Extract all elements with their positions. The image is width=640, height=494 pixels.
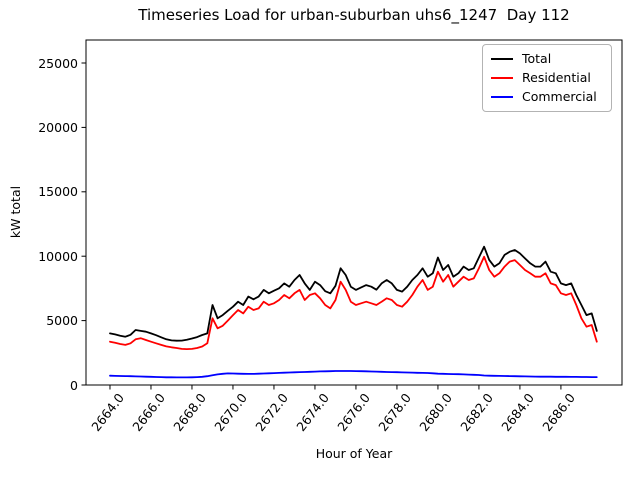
y-tick-label: 5000: [46, 313, 78, 329]
x-axis-label: Hour of Year: [315, 446, 393, 461]
series-line-residential: [109, 255, 598, 351]
legend-label-residential: Residential: [522, 70, 591, 85]
chart-title: Timeseries Load for urban-suburban uhs6_…: [138, 6, 570, 24]
legend-entry-total: Total: [491, 50, 603, 68]
axes-frame: [85, 39, 623, 386]
legend-entry-commercial: Commercial: [491, 88, 603, 106]
figure: Timeseries Load for urban-suburban uhs6_…: [8, 6, 623, 461]
legend-entry-residential: Residential: [491, 69, 603, 87]
series-line-commercial: [109, 370, 598, 379]
plot-area: [81, 39, 623, 390]
y-tick-label: 10000: [38, 248, 78, 264]
residential-line-swatch: [491, 76, 513, 80]
legend: Total Residential Commercial: [482, 44, 612, 112]
y-axis-label: kW total: [8, 185, 23, 239]
legend-label-commercial: Commercial: [522, 89, 597, 104]
y-tick-label: 25000: [38, 55, 78, 71]
commercial-line-swatch: [491, 95, 513, 99]
series-line-total: [109, 245, 598, 342]
y-tick-label: 15000: [38, 184, 78, 200]
y-tick-label: 0: [70, 377, 78, 393]
y-tick-label: 20000: [38, 119, 78, 135]
legend-label-total: Total: [522, 51, 552, 66]
total-line-swatch: [491, 57, 513, 61]
